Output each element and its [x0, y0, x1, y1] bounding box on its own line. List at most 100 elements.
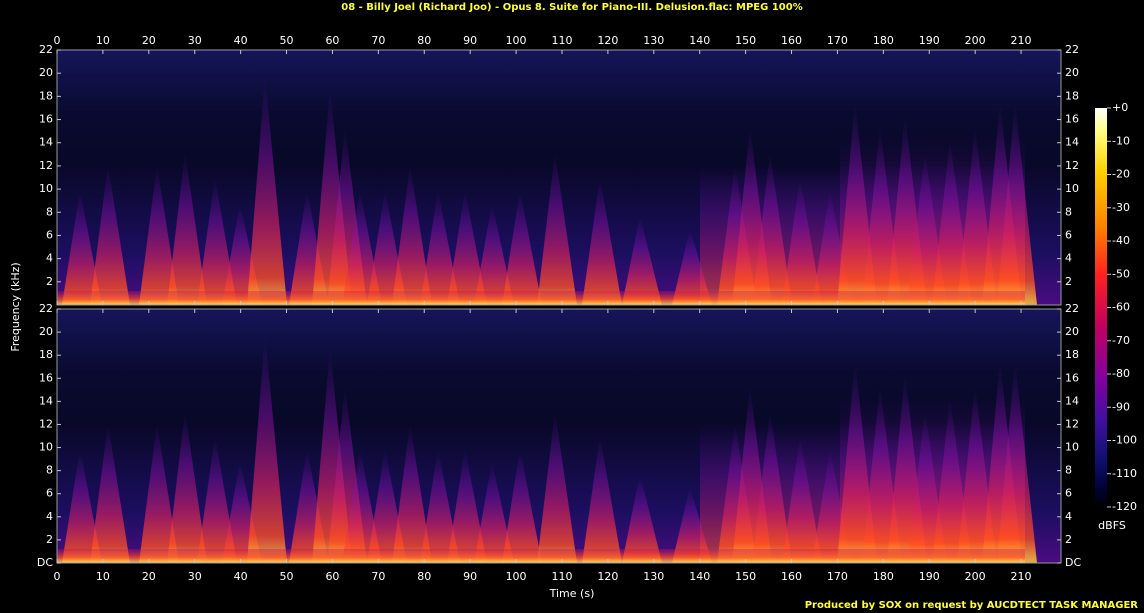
spectrogram-texture	[447, 190, 487, 305]
y-tick-label: 12	[39, 159, 53, 172]
y-tick-label: 10	[1065, 182, 1079, 195]
colorbar-tick-label: -70	[1112, 334, 1130, 347]
x-tick-label: 120	[597, 570, 618, 583]
x-tick-label: 110	[551, 34, 572, 47]
spectrogram-texture	[537, 410, 577, 563]
y-tick-label: DC	[1065, 556, 1081, 569]
spectrogram-texture	[247, 334, 287, 563]
y-tick-label: 22	[1065, 302, 1079, 315]
spectrogram-texture	[167, 410, 207, 563]
colorbar-tick-label: -90	[1112, 400, 1130, 413]
y-tick-label: 12	[39, 417, 53, 430]
y-tick-label: 12	[1065, 417, 1079, 430]
spectrogram-texture	[997, 101, 1037, 305]
y-tick-label: 14	[39, 136, 53, 149]
spectrogram-floor	[57, 291, 1025, 305]
x-tick-label: 50	[280, 34, 294, 47]
spectrogram-texture	[752, 152, 792, 305]
y-tick-label: 18	[39, 348, 53, 361]
y-tick-label: 22	[39, 43, 53, 56]
y-tick-label: 20	[39, 325, 53, 338]
x-tick-label: 40	[234, 34, 248, 47]
y-tick-label: 6	[46, 228, 53, 241]
colorbar-tick-label: -40	[1112, 234, 1130, 247]
x-tick-label: 160	[781, 570, 802, 583]
x-tick-label: 150	[735, 34, 756, 47]
x-tick-label: 20	[142, 34, 156, 47]
y-tick-label: 8	[1065, 464, 1072, 477]
x-tick-label: 70	[371, 34, 385, 47]
y-tick-label: 18	[1065, 89, 1079, 102]
spectrogram-texture	[782, 177, 822, 305]
y-tick-label: 16	[1065, 113, 1079, 126]
x-tick-label: 40	[234, 570, 248, 583]
x-tick-label: 80	[417, 570, 431, 583]
spectrogram-texture	[752, 410, 792, 563]
spectrogram-texture	[502, 448, 542, 563]
spectrogram-texture	[90, 423, 130, 563]
spectrogram-texture	[420, 448, 460, 563]
spectrogram-texture	[167, 152, 207, 305]
y-tick-label: 16	[39, 371, 53, 384]
x-tick-label: 110	[551, 570, 572, 583]
y-tick-label: DC	[37, 556, 53, 569]
y-tick-label: 8	[46, 205, 53, 218]
x-tick-label: 210	[1011, 570, 1032, 583]
x-tick-label: 130	[643, 570, 664, 583]
spectrogram-texture	[474, 203, 514, 305]
x-tick-label: 100	[506, 34, 527, 47]
x-tick-label: 170	[827, 570, 848, 583]
x-tick-label: 150	[735, 570, 756, 583]
y-tick-label: 22	[1065, 43, 1079, 56]
spectrogram-texture	[582, 177, 622, 305]
colorbar-tick-label: -80	[1112, 367, 1130, 380]
y-tick-label: 4	[1065, 252, 1072, 265]
y-axis-label: Frequency (kHz)	[9, 262, 22, 351]
y-tick-label: 16	[39, 113, 53, 126]
colorbar-tick-label: -60	[1112, 301, 1130, 314]
x-tick-label: 0	[54, 34, 61, 47]
x-tick-label: 0	[54, 570, 61, 583]
spectrogram-texture	[392, 423, 432, 563]
y-tick-label: 2	[1065, 533, 1072, 546]
y-tick-label: 2	[46, 533, 53, 546]
x-tick-label: 210	[1011, 34, 1032, 47]
x-tick-label: 120	[597, 34, 618, 47]
y-tick-label: 10	[39, 441, 53, 454]
x-tick-label: 180	[873, 570, 894, 583]
spectrogram-texture	[502, 190, 542, 305]
y-tick-label: 18	[1065, 348, 1079, 361]
spectrogram-texture	[247, 75, 287, 305]
y-tick-label: 4	[46, 252, 53, 265]
y-tick-label: 2	[46, 275, 53, 288]
y-tick-label: 6	[46, 487, 53, 500]
y-tick-label: 10	[39, 182, 53, 195]
x-tick-label: 200	[965, 34, 986, 47]
spectrogram-border	[56, 308, 1062, 564]
spectrogram-texture	[139, 423, 179, 563]
y-tick-label: 12	[1065, 159, 1079, 172]
y-tick-label: 20	[1065, 66, 1079, 79]
spectrogram-texture	[392, 164, 432, 305]
spectrogram-texture	[672, 486, 712, 563]
spectrogram-texture	[62, 448, 102, 563]
y-tick-label: 14	[39, 394, 53, 407]
y-tick-label: 18	[39, 89, 53, 102]
x-tick-label: 140	[689, 570, 710, 583]
colorbar-label: dBFS	[1098, 519, 1126, 532]
x-tick-label: 180	[873, 34, 894, 47]
x-tick-label: 190	[919, 570, 940, 583]
spectrogram-texture	[197, 436, 237, 563]
y-tick-label: 8	[46, 464, 53, 477]
spectrogram-texture	[622, 215, 662, 305]
x-tick-label: 10	[96, 34, 110, 47]
x-tick-label: 90	[463, 570, 477, 583]
x-tick-label: 160	[781, 34, 802, 47]
spectrogram-texture	[622, 474, 662, 563]
colorbar-tick-label: -10	[1112, 134, 1130, 147]
x-tick-label: 60	[325, 34, 339, 47]
x-tick-label: 70	[371, 570, 385, 583]
spectrogram-texture	[62, 190, 102, 305]
spectrogram-texture	[537, 152, 577, 305]
